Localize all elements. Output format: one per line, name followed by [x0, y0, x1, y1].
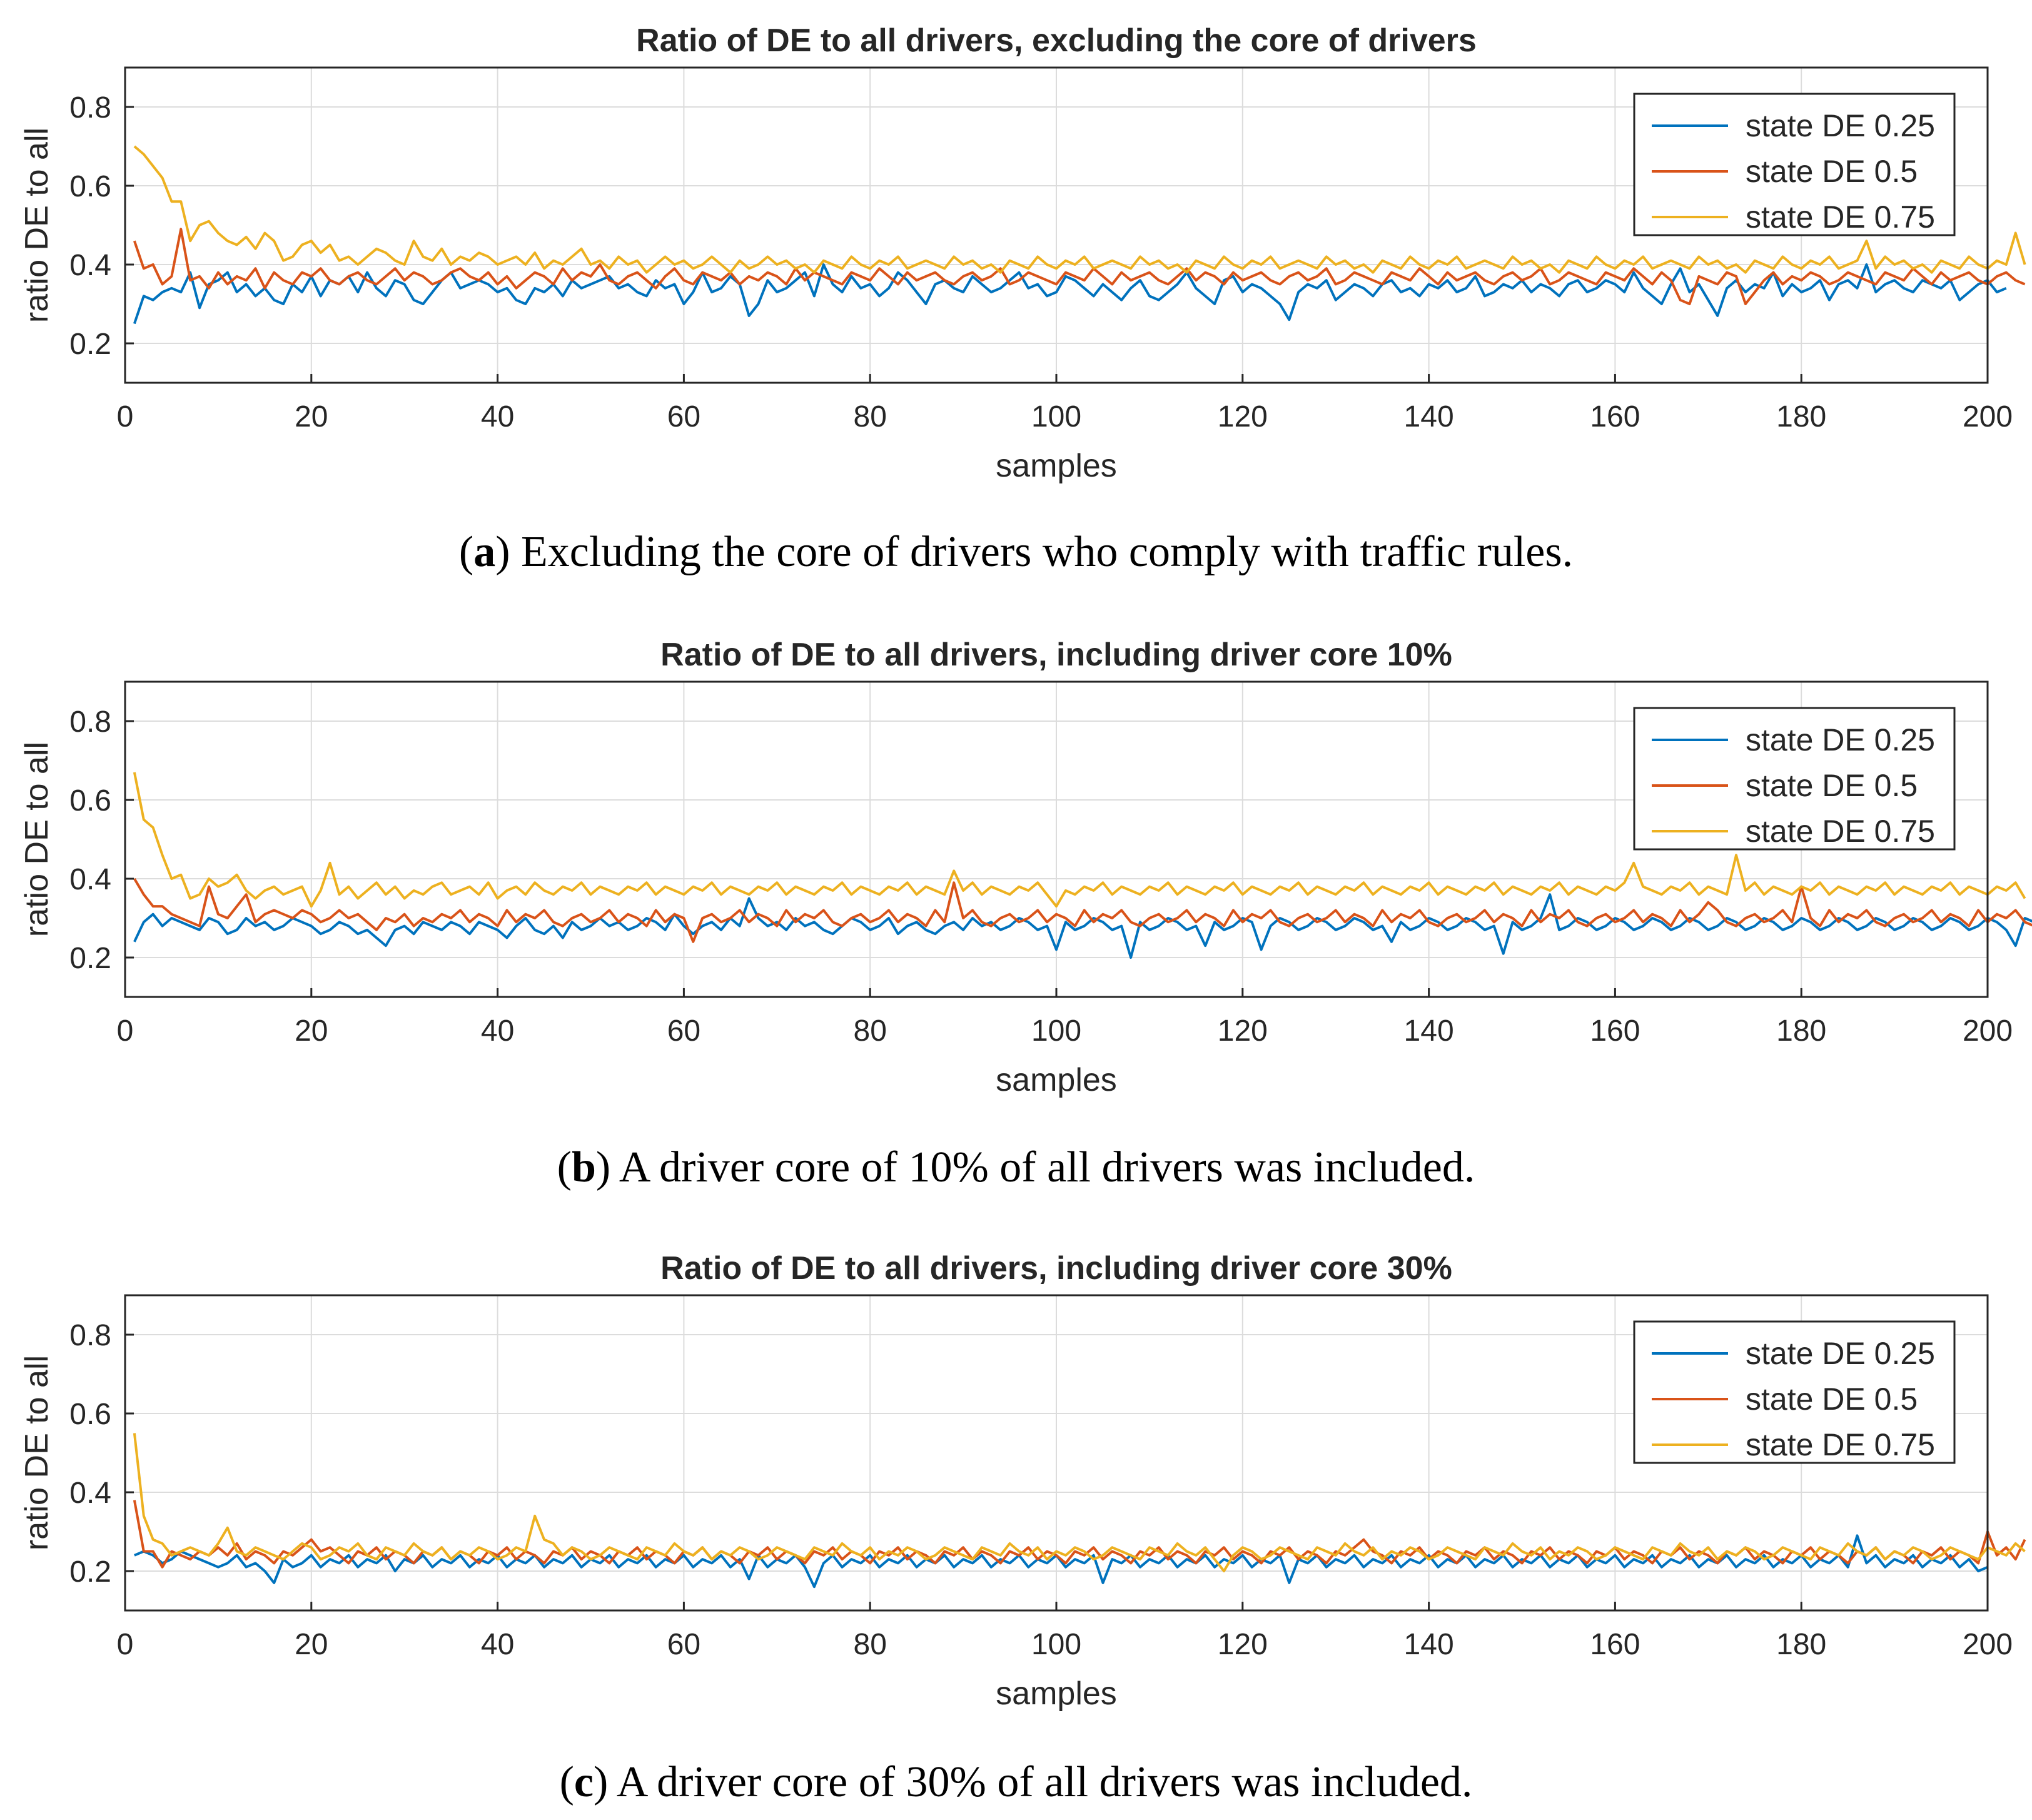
x-tick-label: 20 [295, 1628, 328, 1661]
y-axis-label: ratio DE to all [19, 1355, 55, 1550]
x-tick-label: 140 [1404, 400, 1454, 433]
legend-box [1633, 93, 1956, 236]
x-tick-label: 80 [854, 1628, 887, 1661]
x-tick-label: 20 [295, 1014, 328, 1048]
caption-c-text: A driver core of 30% of all drivers was … [608, 1758, 1473, 1806]
y-tick-label: 0.2 [69, 942, 111, 975]
y-tick-label: 0.6 [69, 1398, 111, 1431]
legend-label-1: state DE 0.25 [1746, 1336, 1935, 1371]
legend-label-2: state DE 0.5 [1746, 768, 1918, 803]
x-tick-label: 200 [1963, 400, 2013, 433]
caption-a-text: Excluding the core of drivers who comply… [510, 528, 1574, 576]
chart-c-svg: 0 20 40 60 80 100 120 140 160 180 200 0.2 0.4 0.6 0.8 R… [19, 1250, 2026, 1712]
y-tick-label: 0.2 [69, 328, 111, 361]
x-axis-label: samples [996, 1062, 1117, 1098]
x-tick-label: 200 [1963, 1628, 2013, 1661]
caption-b-letter: b [571, 1143, 596, 1191]
y-tick-label: 0.6 [69, 170, 111, 203]
x-tick-label: 160 [1590, 1014, 1640, 1048]
legend-label-3: state DE 0.75 [1746, 1427, 1935, 1462]
x-tick-label: 180 [1776, 1014, 1826, 1048]
caption-c: (c) A driver core of 30% of all drivers … [559, 1758, 1473, 1806]
x-tick-label: 120 [1218, 1014, 1268, 1048]
chart-title: Ratio of DE to all drivers, including dr… [660, 637, 1452, 673]
caption-b-text: A driver core of 10% of all drivers was … [610, 1143, 1475, 1191]
legend-label-1: state DE 0.25 [1746, 722, 1935, 757]
x-axis-label: samples [996, 448, 1117, 484]
x-tick-label: 120 [1218, 400, 1268, 433]
y-tick-label: 0.8 [69, 705, 111, 739]
series-line-2 [133, 877, 2032, 943]
series-line-3 [133, 145, 2026, 274]
x-tick-label: 100 [1031, 1628, 1081, 1661]
x-tick-label: 60 [667, 1628, 700, 1661]
y-tick-label: 0.8 [69, 91, 111, 124]
chart-a-svg: 0 20 40 60 80 100 120 140 160 180 200 0.2 0.4 0.6 0.8 R… [19, 23, 2026, 484]
chart-panel-b: 0 20 40 60 80 100 120 140 160 180 200 0.2 0.4 0.6 0.8 R… [0, 614, 2032, 1115]
chart-panel-c: 0 20 40 60 80 100 120 140 160 180 200 0.2 0.4 0.6 0.8 R… [0, 1228, 2032, 1728]
series-line-3 [133, 772, 2026, 908]
caption-a-letter: a [473, 528, 496, 576]
y-axis-label: ratio DE to all [19, 128, 55, 323]
legend-box [1633, 1320, 1956, 1464]
x-tick-label: 100 [1031, 1014, 1081, 1048]
chart-panel-a: 0 20 40 60 80 100 120 140 160 180 200 0.2 0.4 0.6 0.8 R… [0, 0, 2032, 500]
legend-box [1633, 707, 1956, 851]
series-line-3 [133, 1433, 2026, 1572]
x-tick-label: 100 [1031, 400, 1081, 433]
x-tick-label: 80 [854, 400, 887, 433]
x-tick-label: 40 [481, 1628, 514, 1661]
y-tick-label: 0.4 [69, 249, 111, 282]
legend-label-3: state DE 0.75 [1746, 200, 1935, 235]
legend-label-2: state DE 0.5 [1746, 1382, 1918, 1417]
x-tick-label: 80 [854, 1014, 887, 1048]
chart-title: Ratio of DE to all drivers, excluding th… [636, 23, 1477, 59]
caption-b: (b) A driver core of 10% of all drivers … [557, 1143, 1475, 1191]
y-tick-label: 0.8 [69, 1319, 111, 1352]
x-axis-label: samples [996, 1676, 1117, 1712]
series-line-1 [133, 893, 2032, 959]
x-tick-label: 140 [1404, 1014, 1454, 1048]
x-tick-label: 200 [1963, 1014, 2013, 1048]
legend-label-1: state DE 0.25 [1746, 108, 1935, 143]
x-tick-label: 0 [117, 1014, 134, 1048]
y-axis-label: ratio DE to all [19, 742, 55, 937]
legend-label-2: state DE 0.5 [1746, 154, 1918, 189]
y-tick-label: 0.4 [69, 863, 111, 896]
x-tick-label: 0 [117, 400, 134, 433]
y-tick-label: 0.4 [69, 1477, 111, 1510]
caption-c-letter: c [574, 1758, 594, 1806]
x-tick-label: 160 [1590, 1628, 1640, 1661]
x-tick-label: 40 [481, 400, 514, 433]
x-tick-label: 120 [1218, 1628, 1268, 1661]
chart-title: Ratio of DE to all drivers, including dr… [660, 1250, 1452, 1287]
chart-b-svg: 0 20 40 60 80 100 120 140 160 180 200 0.2 0.4 0.6 0.8 R… [19, 637, 2032, 1098]
x-tick-label: 40 [481, 1014, 514, 1048]
y-tick-label: 0.6 [69, 784, 111, 817]
y-tick-label: 0.2 [69, 1555, 111, 1589]
x-tick-label: 60 [667, 400, 700, 433]
x-tick-label: 180 [1776, 400, 1826, 433]
caption-a: (a) Excluding the core of drivers who co… [458, 528, 1574, 576]
x-tick-label: 160 [1590, 400, 1640, 433]
legend-label-3: state DE 0.75 [1746, 814, 1935, 849]
x-tick-label: 60 [667, 1014, 700, 1048]
series-line-2 [133, 228, 2026, 305]
x-tick-label: 140 [1404, 1628, 1454, 1661]
x-tick-label: 0 [117, 1628, 134, 1661]
series-line-1 [134, 1534, 1988, 1589]
x-tick-label: 180 [1776, 1628, 1826, 1661]
x-tick-label: 20 [295, 400, 328, 433]
